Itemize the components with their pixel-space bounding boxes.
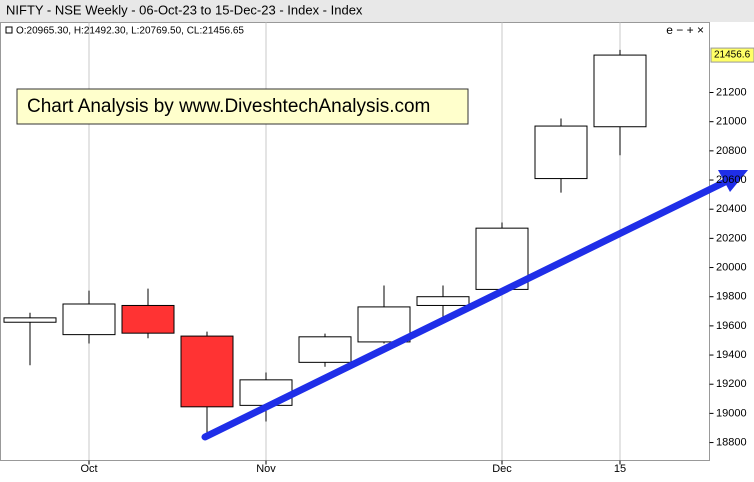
y-tick-label: 19000 <box>716 407 747 419</box>
x-tick-label: Nov <box>256 463 276 475</box>
x-tick-label: Oct <box>80 463 97 475</box>
trend-arrow-head <box>718 170 748 192</box>
y-tick-label: 19200 <box>716 378 747 390</box>
candle-body <box>416 296 470 306</box>
candle-body <box>357 306 411 343</box>
y-tick-label: 20400 <box>716 203 747 215</box>
y-tick-label: 21000 <box>716 116 747 128</box>
x-tick-label: Dec <box>492 463 512 475</box>
y-tick-label: 20200 <box>716 232 747 244</box>
last-value-box <box>710 47 754 63</box>
y-tick-label: 19800 <box>716 291 747 303</box>
x-tick-label: 15 <box>614 463 626 475</box>
plot-frame <box>0 22 710 461</box>
candles <box>3 49 647 439</box>
y-tick-label: 20800 <box>716 145 747 157</box>
candle-body <box>3 317 57 323</box>
last-value-label: 21456.6 <box>714 50 751 61</box>
y-tick-label: 21200 <box>716 86 747 98</box>
y-tick-label: 18800 <box>716 436 747 448</box>
chart-title: NIFTY - NSE Weekly - 06-Oct-23 to 15-Dec… <box>6 2 363 17</box>
y-tick-label: 20600 <box>716 174 747 186</box>
y-tick-label: 20000 <box>716 261 747 273</box>
candle-body <box>180 335 234 408</box>
annotation-box <box>16 88 469 125</box>
annotation: Chart Analysis by www.DiveshtechAnalysis… <box>27 96 430 117</box>
ohlc-info: O:20965.30, H:21492.30, L:20769.50, CL:2… <box>16 26 244 37</box>
candle-body <box>534 125 588 180</box>
candle-body <box>298 336 352 363</box>
trend-arrow <box>201 178 729 441</box>
y-tick-label: 19600 <box>716 320 747 332</box>
chart-controls[interactable]: e − + × <box>666 23 704 37</box>
title-bar <box>0 0 754 22</box>
candle-body <box>121 304 175 334</box>
info-box-icon <box>5 26 13 34</box>
y-tick-label: 19400 <box>716 349 747 361</box>
candle-body <box>62 303 116 336</box>
candle-body <box>593 54 647 128</box>
